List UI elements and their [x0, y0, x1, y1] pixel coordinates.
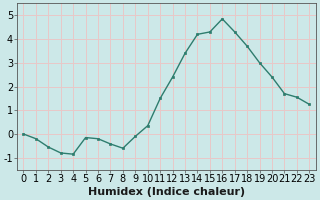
X-axis label: Humidex (Indice chaleur): Humidex (Indice chaleur)	[88, 187, 245, 197]
